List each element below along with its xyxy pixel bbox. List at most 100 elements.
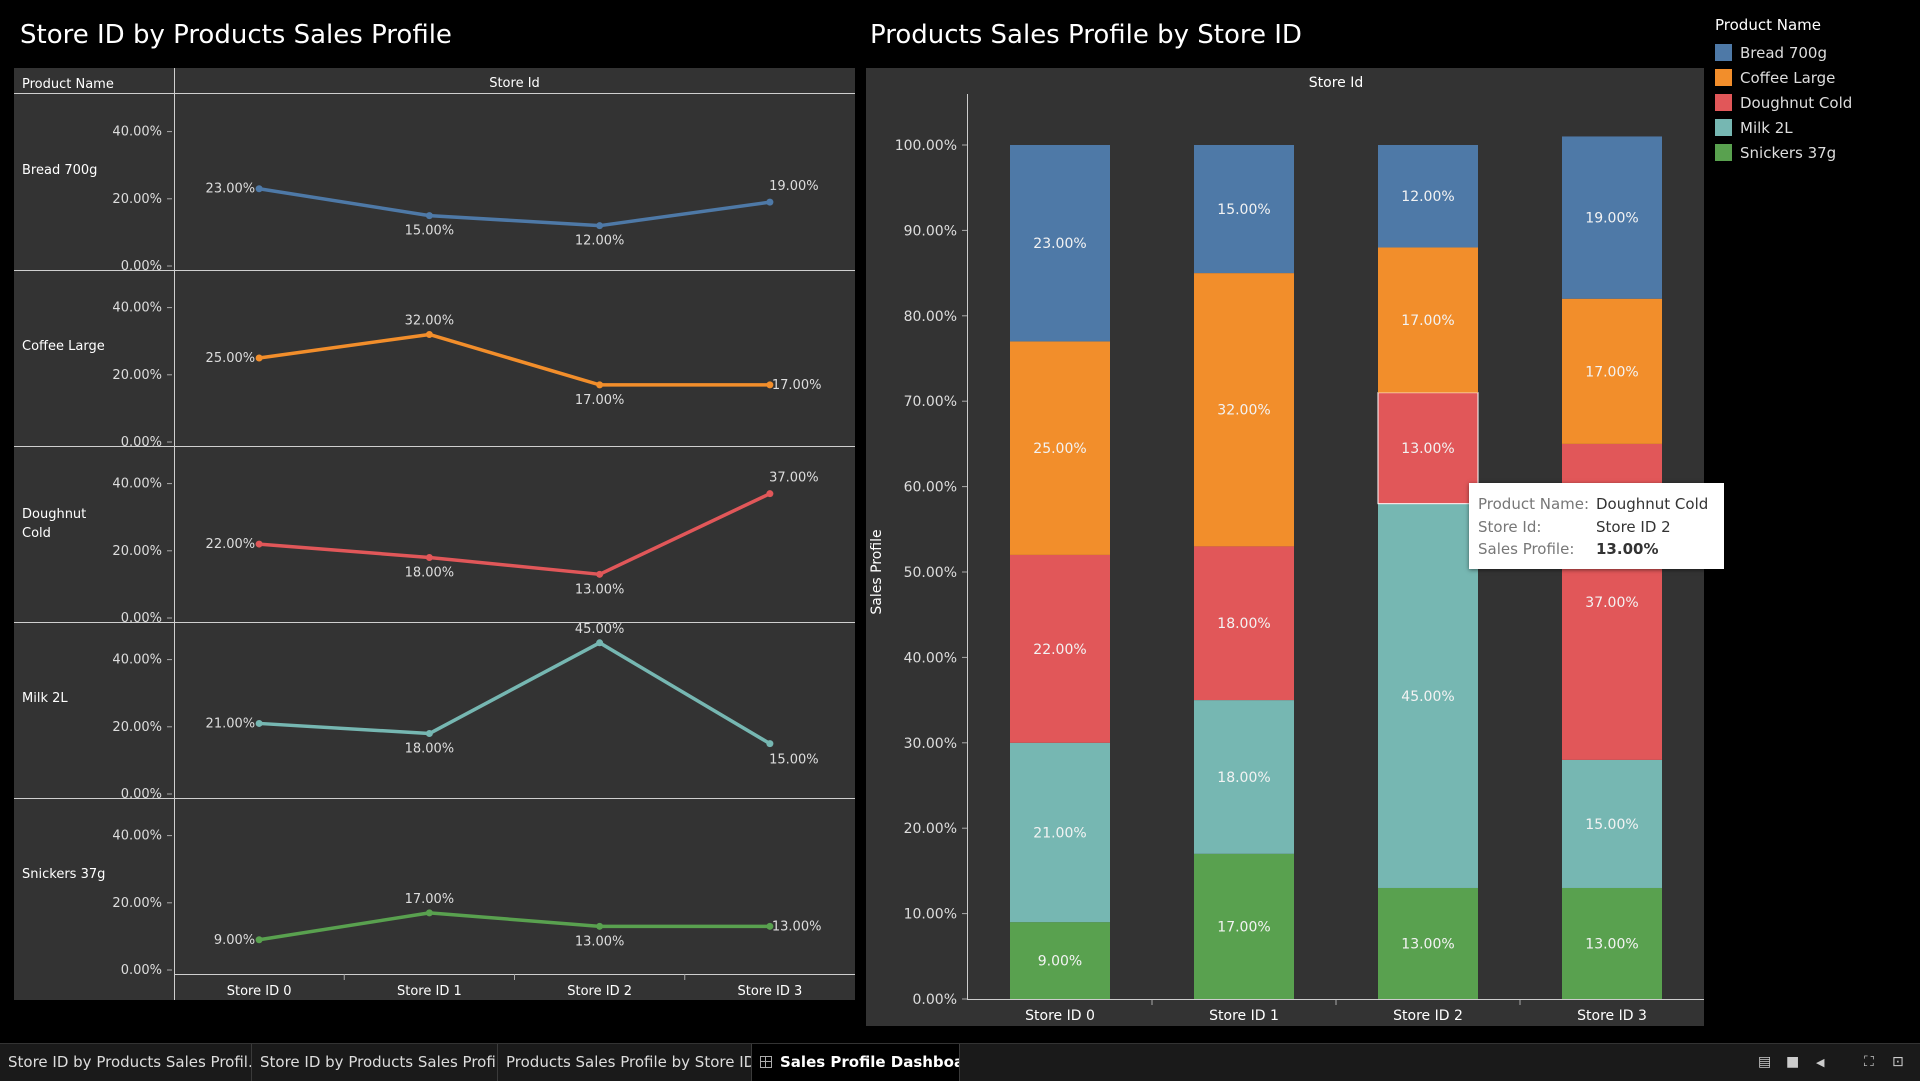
data-label: 13.00% <box>575 934 625 949</box>
data-label: 21.00% <box>206 716 256 731</box>
bar-segment-coffee-large <box>1194 273 1294 547</box>
series-line-bread-700g <box>258 186 771 228</box>
y-tick-label: 0.00% <box>121 435 162 450</box>
bar-label: 15.00% <box>1217 202 1270 218</box>
bar-segment-doughnut-cold <box>1010 554 1110 743</box>
series-row-doughnut-cold: Doughnut Cold 40.00% 20.00% 0.00% 22.00% 18.00… <box>22 471 819 626</box>
legend-swatch <box>1715 144 1732 161</box>
bar-label: 17.00% <box>1585 364 1638 380</box>
legend-item-bread-700g[interactable]: Bread 700g <box>1715 40 1915 65</box>
data-point <box>766 740 774 748</box>
y-tick-label: 50.00% <box>904 565 957 581</box>
bar-label: 15.00% <box>1585 817 1638 833</box>
data-point <box>596 922 604 930</box>
row-label: Doughnut Cold <box>22 507 86 541</box>
x-tick-label: Store ID 2 <box>1393 1008 1463 1024</box>
tab-sheet-2[interactable]: Store ID by Products Sales Profil... <box>252 1044 498 1081</box>
data-label: 18.00% <box>405 566 455 581</box>
bar-label: 13.00% <box>1401 936 1454 952</box>
data-point <box>766 490 774 498</box>
scroll-left-icon[interactable]: ◀ <box>1816 1056 1825 1069</box>
tab-sheet-3[interactable]: Products Sales Profile by Store ID <box>498 1044 752 1081</box>
data-point <box>425 730 433 738</box>
bar-label: 9.00% <box>1038 954 1082 970</box>
data-label: 12.00% <box>575 234 625 249</box>
bar-segment-snickers-37g <box>1378 887 1478 999</box>
bar-segment-bread-700g <box>1378 145 1478 248</box>
data-point <box>596 639 604 647</box>
tooltip: Product Name: Doughnut Cold Store Id: Stor… <box>1469 483 1724 569</box>
legend-title: Product Name <box>1715 16 1821 34</box>
bar-segment-doughnut-cold <box>1377 392 1479 505</box>
y-tick-label: 20.00% <box>112 720 162 735</box>
y-tick-label: 60.00% <box>904 480 957 496</box>
y-tick-label: 0.00% <box>121 787 162 802</box>
legend: Product Name Bread 700g Coffee Large Dough… <box>1715 16 1915 165</box>
data-point <box>766 381 774 389</box>
bar-segment-bread-700g <box>1010 145 1110 342</box>
data-label: 22.00% <box>206 537 256 552</box>
legend-item-doughnut-cold[interactable]: Doughnut Cold <box>1715 90 1915 115</box>
tab-sheet-1[interactable]: Store ID by Products Sales Profil... <box>0 1044 252 1081</box>
tooltip-value: Store ID 2 <box>1596 517 1671 536</box>
line-chart[interactable]: Product Name Store Id Bread 700g 40.00% 20.0… <box>14 68 855 1000</box>
data-point <box>596 570 604 578</box>
legend-item-coffee-large[interactable]: Coffee Large <box>1715 65 1915 90</box>
bar-label: 32.00% <box>1217 403 1270 419</box>
sheet-tab-bar: Store ID by Products Sales Profil... Sto… <box>0 1043 1920 1081</box>
data-label: 18.00% <box>405 742 455 757</box>
row-label: Milk 2L <box>22 691 68 706</box>
row-label: Coffee Large <box>22 339 105 354</box>
tooltip-value: 13.00% <box>1596 540 1659 558</box>
series-row-coffee-large: Coffee Large 40.00% 20.00% 0.00% 25.00% 32.00… <box>22 301 821 450</box>
y-axis-title: Sales Profile <box>869 529 885 614</box>
y-tick-label: 40.00% <box>112 477 162 492</box>
tab-label: Store ID by Products Sales Profil... <box>8 1053 252 1071</box>
line-chart-panel[interactable]: Product Name Store Id Bread 700g 40.00% 20.0… <box>14 68 855 1000</box>
tab-dashboard[interactable]: Sales Profile Dashboard <box>752 1044 960 1081</box>
y-tick-label: 30.00% <box>904 736 957 752</box>
bar-segment-doughnut-cold <box>1194 546 1294 701</box>
bar-label: 21.00% <box>1033 825 1086 841</box>
x-tick-label: Store ID 3 <box>738 984 803 999</box>
legend-swatch <box>1715 119 1732 136</box>
bar-segment-coffee-large <box>1378 247 1478 393</box>
legend-label: Milk 2L <box>1740 118 1793 137</box>
legend-item-snickers-37g[interactable]: Snickers 37g <box>1715 140 1915 165</box>
present-icon[interactable]: ⊡ <box>1892 1054 1904 1070</box>
series-row-snickers-37g: Snickers 37g 40.00% 20.00% 0.00% 9.00% 17.00%… <box>22 829 821 978</box>
bar-label: 25.00% <box>1033 441 1086 457</box>
y-tick-label: 70.00% <box>904 394 957 410</box>
bar-segment-milk-2l <box>1194 700 1294 854</box>
y-tick-label: 20.00% <box>112 192 162 207</box>
bar-label: 37.00% <box>1585 595 1638 611</box>
bar-segment-coffee-large <box>1562 298 1662 444</box>
bar-segment-coffee-large <box>1010 341 1110 555</box>
fullscreen-icon[interactable]: ⛶ <box>1864 1054 1874 1070</box>
data-label: 32.00% <box>405 313 455 328</box>
data-point <box>255 936 263 944</box>
series-line-coffee-large <box>258 332 770 387</box>
x-tick-label: Store ID 1 <box>1209 1008 1279 1024</box>
x-tick-label: Store ID 3 <box>1577 1008 1647 1024</box>
stacked-bar-chart[interactable]: Store Id Sales Profile 0.00% 10.00% 20.00% 30… <box>866 68 1704 1026</box>
tabs-view-icon[interactable]: ■ <box>1786 1054 1800 1070</box>
data-label: 15.00% <box>769 753 819 768</box>
data-point <box>425 212 433 220</box>
x-tick-label: Store ID 1 <box>397 984 462 999</box>
y-tick-label: 20.00% <box>112 896 162 911</box>
data-point <box>425 909 433 917</box>
y-tick-label: 0.00% <box>121 259 162 274</box>
stacked-bar-panel[interactable]: Store Id Sales Profile 0.00% 10.00% 20.00% 30… <box>866 68 1704 1026</box>
bar-label: 45.00% <box>1401 689 1454 705</box>
column-header: Store Id <box>1309 75 1363 91</box>
legend-label: Snickers 37g <box>1740 143 1837 162</box>
filmstrip-icon[interactable]: ▤ <box>1758 1054 1772 1070</box>
legend-label: Bread 700g <box>1740 43 1827 62</box>
data-point <box>255 354 263 362</box>
tab-label: Store ID by Products Sales Profil... <box>260 1053 498 1071</box>
data-label: 13.00% <box>575 582 625 597</box>
legend-item-milk-2l[interactable]: Milk 2L <box>1715 115 1915 140</box>
x-tick-label: Store ID 0 <box>1025 1008 1095 1024</box>
series-row-bread-700g: Bread 700g 40.00% 20.00% 0.00% 23.00% 15.00% 1… <box>22 125 819 274</box>
